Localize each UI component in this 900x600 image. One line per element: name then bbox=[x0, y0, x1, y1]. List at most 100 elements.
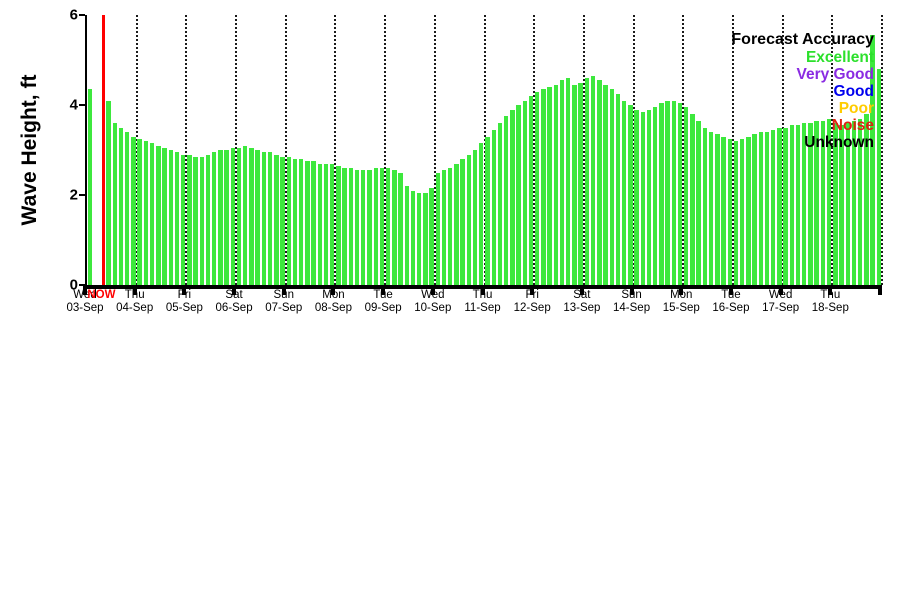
wave-bar bbox=[851, 120, 857, 285]
wave-bar bbox=[261, 152, 267, 285]
wave-bar bbox=[572, 84, 577, 285]
day-date-label: 07-Sep bbox=[265, 302, 303, 314]
day-name-label: Wed bbox=[73, 289, 97, 301]
wave-bar bbox=[715, 134, 720, 285]
wave-bar bbox=[131, 136, 136, 285]
x-axis-tick bbox=[331, 285, 336, 295]
wave-bar bbox=[671, 100, 677, 285]
wave-bar bbox=[479, 143, 484, 285]
wave-bar bbox=[609, 89, 614, 285]
wave-bar bbox=[373, 168, 378, 285]
y-tick-label: 4 bbox=[69, 96, 78, 114]
day-name-label: Tue bbox=[721, 289, 741, 301]
wave-bar bbox=[684, 107, 689, 285]
x-axis-tick bbox=[728, 285, 733, 295]
wave-bar bbox=[193, 156, 198, 285]
wave-bar bbox=[466, 154, 472, 285]
wave-bar bbox=[746, 136, 751, 285]
day-date-label: 05-Sep bbox=[165, 302, 203, 314]
wave-bar bbox=[398, 172, 403, 285]
wave-bar bbox=[503, 116, 509, 285]
wave-bar bbox=[665, 100, 670, 285]
wave-bar bbox=[392, 170, 397, 285]
wave-bar bbox=[783, 127, 788, 285]
wave-bar bbox=[628, 105, 633, 285]
wave-bar bbox=[404, 186, 409, 285]
wave-bar bbox=[448, 168, 453, 285]
wave-bar bbox=[584, 78, 590, 285]
day-date-label: 15-Sep bbox=[662, 302, 700, 314]
wave-bar bbox=[87, 89, 93, 285]
wave-bar bbox=[292, 159, 298, 285]
day-date-label: 11-Sep bbox=[464, 302, 501, 314]
wave-bar bbox=[566, 78, 571, 285]
x-axis-tick bbox=[778, 285, 783, 295]
wave-bar bbox=[330, 163, 335, 285]
day-gridline bbox=[632, 15, 635, 285]
wave-bar bbox=[739, 138, 745, 285]
wave-bar bbox=[367, 170, 372, 285]
x-axis-tick bbox=[83, 285, 87, 295]
now-line bbox=[101, 15, 105, 285]
wave-bar bbox=[112, 123, 118, 285]
wave-bar bbox=[336, 165, 341, 285]
y-axis-tick bbox=[79, 194, 85, 196]
wave-bar bbox=[814, 120, 819, 285]
wave-bar bbox=[857, 118, 863, 285]
wave-bar bbox=[696, 120, 701, 285]
day-gridline bbox=[682, 15, 685, 285]
wave-bar bbox=[435, 172, 441, 285]
wave-bar bbox=[460, 159, 465, 285]
day-date-label: 16-Sep bbox=[712, 302, 750, 314]
wave-bar bbox=[702, 127, 708, 285]
wave-bar bbox=[162, 147, 167, 285]
wave-bar bbox=[516, 105, 521, 285]
day-name-label: Sat bbox=[225, 289, 243, 301]
wave-bar bbox=[429, 188, 434, 285]
wave-bar bbox=[274, 154, 279, 285]
wave-bar bbox=[298, 159, 304, 285]
x-axis-tick bbox=[381, 285, 386, 295]
wave-bar bbox=[472, 150, 478, 285]
wave-bar bbox=[416, 192, 422, 285]
wave-bar bbox=[361, 170, 366, 285]
wave-bar bbox=[243, 145, 248, 285]
legend-entry-unknown: Unknown bbox=[804, 134, 874, 151]
wave-bar bbox=[764, 132, 770, 285]
wave-bar bbox=[522, 100, 527, 285]
day-name-label: Sun bbox=[621, 289, 642, 301]
wave-bar bbox=[876, 69, 881, 285]
wave-bar bbox=[603, 84, 608, 285]
wave-bar bbox=[510, 109, 515, 285]
wave-bar bbox=[280, 156, 285, 285]
day-name-label: Thu bbox=[472, 289, 493, 301]
legend: Forecast Accuracy Excellent Very Good Good… bbox=[731, 31, 874, 151]
day-date-label: 18-Sep bbox=[811, 302, 849, 314]
wave-bar bbox=[771, 129, 776, 285]
legend-entry-poor: Poor bbox=[838, 100, 874, 117]
wave-bar bbox=[802, 123, 807, 285]
wave-bar bbox=[218, 150, 223, 285]
wave-bar bbox=[354, 170, 360, 285]
wave-bar bbox=[820, 120, 826, 285]
wave-bar bbox=[180, 154, 186, 285]
wave-bar bbox=[491, 129, 496, 285]
wave-bar bbox=[230, 147, 236, 285]
wave-bar bbox=[317, 163, 322, 285]
day-gridline bbox=[185, 15, 188, 285]
day-name-label: Tue bbox=[373, 289, 393, 301]
wave-bar bbox=[559, 80, 565, 285]
wave-bar bbox=[721, 136, 726, 285]
wave-bar bbox=[640, 111, 645, 285]
x-axis-tick bbox=[182, 285, 187, 295]
wave-bar bbox=[149, 143, 155, 285]
day-date-label: 06-Sep bbox=[215, 302, 253, 314]
day-gridline bbox=[881, 15, 883, 285]
day-date-label: 13-Sep bbox=[563, 302, 601, 314]
day-name-label: Thu bbox=[124, 289, 145, 301]
day-date-label: 08-Sep bbox=[314, 302, 352, 314]
day-name-label: Fri bbox=[525, 289, 539, 301]
wave-bar bbox=[379, 168, 385, 285]
wave-bar bbox=[808, 123, 813, 285]
